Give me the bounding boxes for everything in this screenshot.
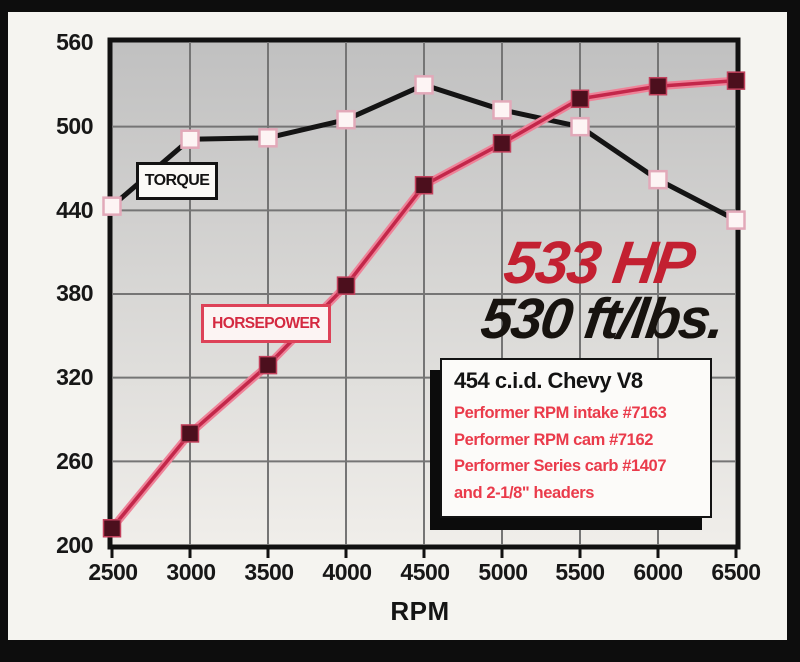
torque-marker xyxy=(648,169,668,190)
torque-marker xyxy=(414,75,434,95)
y-tick-label: 500 xyxy=(56,113,93,139)
torque-marker xyxy=(336,109,356,130)
x-axis-title: RPM xyxy=(390,596,450,626)
horsepower-marker xyxy=(492,134,512,153)
horsepower-marker xyxy=(414,175,434,195)
x-tick-label: 6000 xyxy=(633,559,683,585)
horsepower-marker xyxy=(180,424,200,443)
torque-series-label: TORQUE xyxy=(136,162,218,200)
x-tick-label: 4500 xyxy=(400,559,450,585)
y-tick-label: 440 xyxy=(56,197,93,223)
horsepower-marker xyxy=(726,71,746,90)
spec-box-line: Performer Series carb #1407 xyxy=(454,457,667,475)
horsepower-marker xyxy=(648,76,668,96)
spec-box-line: Performer RPM intake #7163 xyxy=(454,404,667,422)
x-tick-label: 5000 xyxy=(478,559,528,585)
x-tick-label: 3000 xyxy=(166,559,216,585)
torque-marker xyxy=(180,129,200,149)
y-tick-label: 200 xyxy=(56,532,93,558)
x-tick-label: 4000 xyxy=(322,559,372,585)
torque-marker xyxy=(726,210,746,230)
horsepower-series-label: HORSEPOWER xyxy=(201,304,331,343)
spec-box-line: and 2-1/8" headers xyxy=(454,483,595,502)
spec-box-line: Performer RPM cam #7162 xyxy=(454,430,653,449)
y-tick-label: 380 xyxy=(56,280,93,306)
spec-box-title: 454 c.i.d. Chevy V8 xyxy=(454,368,643,393)
frame-top xyxy=(0,0,800,12)
y-tick-label: 260 xyxy=(56,448,93,474)
frame-bottom xyxy=(0,640,800,662)
horsepower-marker xyxy=(258,355,278,375)
frame-left xyxy=(0,0,8,662)
x-tick-label: 6500 xyxy=(711,559,761,585)
x-tick-label: 2500 xyxy=(88,559,138,585)
horsepower-marker xyxy=(570,89,590,109)
x-tick-label: 3500 xyxy=(244,559,294,585)
peak-torque-headline: 530 ft/lbs. xyxy=(477,287,728,351)
torque-marker xyxy=(492,100,512,120)
torque-marker xyxy=(570,116,590,137)
x-tick-label: 5500 xyxy=(555,559,605,585)
horsepower-marker xyxy=(336,276,356,295)
spec-box: 454 c.i.d. Chevy V8 Performer RPM intake… xyxy=(440,358,712,518)
torque-marker xyxy=(258,128,278,148)
y-tick-label: 560 xyxy=(56,29,93,55)
frame-right xyxy=(787,0,800,662)
horsepower-marker xyxy=(102,519,122,538)
y-tick-label: 320 xyxy=(56,364,93,390)
torque-marker xyxy=(102,196,122,216)
